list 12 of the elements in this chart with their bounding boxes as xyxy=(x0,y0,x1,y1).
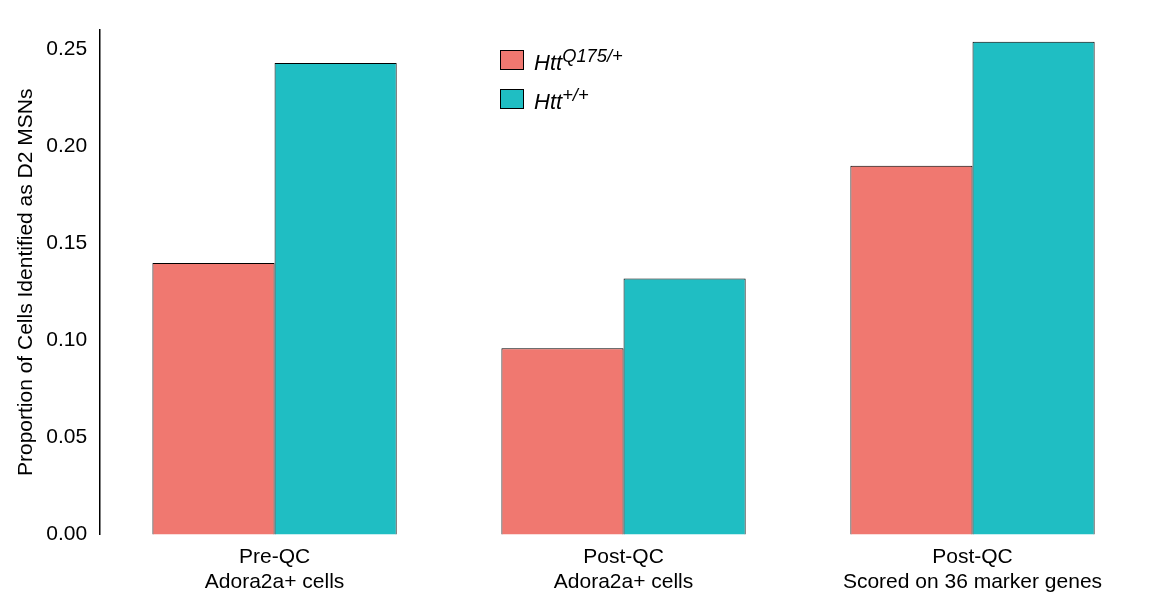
y-tick-label: 0.00 xyxy=(46,521,88,545)
y-tick-label: 0.20 xyxy=(46,133,88,157)
y-axis-title: Proportion of Cells Identified as D2 MSNs xyxy=(13,88,37,477)
legend-label: Htt$^{Q175/+}$ xyxy=(534,44,623,78)
x-tick-label: Post-QC Adora2a+ cells xyxy=(553,544,694,593)
legend-label: Htt$^{+/+}$ xyxy=(534,83,589,117)
y-tick-label: 0.05 xyxy=(46,424,88,448)
y-tick-label: 0.15 xyxy=(46,230,88,254)
x-tick-label: Post-QC Scored on 36 marker genes xyxy=(842,544,1103,593)
y-tick-label: 0.25 xyxy=(46,36,88,60)
x-tick-label: Pre-QC Adora2a+ cells xyxy=(204,544,345,593)
y-tick-label: 0.10 xyxy=(46,327,88,351)
